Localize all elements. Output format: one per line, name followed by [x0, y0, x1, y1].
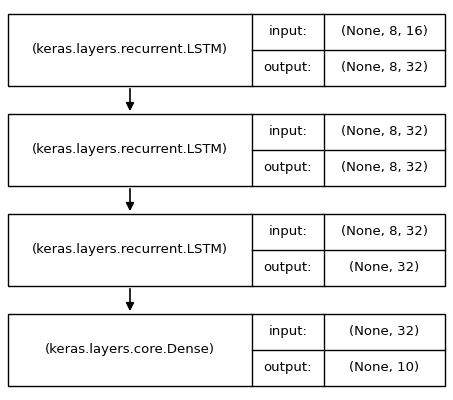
Text: (None, 8, 32): (None, 8, 32)	[341, 62, 428, 74]
Text: (keras.layers.recurrent.LSTM): (keras.layers.recurrent.LSTM)	[32, 144, 228, 156]
Text: (None, 32): (None, 32)	[349, 262, 419, 274]
Text: (None, 32): (None, 32)	[349, 326, 419, 338]
Text: (None, 8, 16): (None, 8, 16)	[341, 26, 428, 38]
Text: output:: output:	[264, 62, 312, 74]
Text: (None, 8, 32): (None, 8, 32)	[341, 126, 428, 138]
Bar	[8, 314, 445, 386]
Bar	[8, 14, 445, 86]
Text: (keras.layers.core.Dense): (keras.layers.core.Dense)	[45, 344, 215, 356]
Text: input:: input:	[269, 326, 308, 338]
Text: output:: output:	[264, 262, 312, 274]
Text: input:: input:	[269, 226, 308, 238]
Bar	[8, 214, 445, 286]
Bar	[8, 114, 445, 186]
Text: output:: output:	[264, 162, 312, 174]
Text: (keras.layers.recurrent.LSTM): (keras.layers.recurrent.LSTM)	[32, 244, 228, 256]
Text: input:: input:	[269, 26, 308, 38]
Text: (None, 8, 32): (None, 8, 32)	[341, 162, 428, 174]
Text: (None, 10): (None, 10)	[349, 362, 419, 374]
Text: (keras.layers.recurrent.LSTM): (keras.layers.recurrent.LSTM)	[32, 44, 228, 56]
Text: (None, 8, 32): (None, 8, 32)	[341, 226, 428, 238]
Text: output:: output:	[264, 362, 312, 374]
Text: input:: input:	[269, 126, 308, 138]
